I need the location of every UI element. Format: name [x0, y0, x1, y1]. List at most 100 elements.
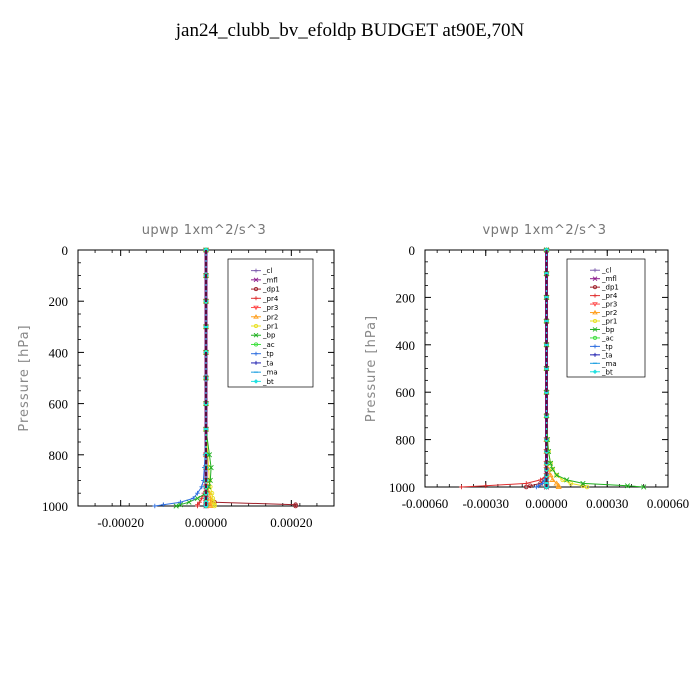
- y-tick-label: 400: [396, 338, 416, 353]
- legend-marker: [253, 287, 259, 292]
- legend-label: _dp1: [262, 286, 280, 294]
- x-tick-label: 0.00000: [185, 515, 227, 530]
- series-point-pr2: [207, 501, 214, 507]
- panel-title: vpwp 1xm^2/s^3: [482, 223, 606, 238]
- series-point-bp: [207, 477, 213, 484]
- legend-marker: [592, 327, 598, 332]
- panel-title: upwp 1xm^2/s^3: [142, 223, 267, 238]
- series-point-bp: [206, 452, 213, 458]
- legend-label: _pr4: [601, 292, 618, 300]
- series-point-pr1: [550, 466, 555, 472]
- y-axis-label: Pressure [hPa]: [17, 324, 32, 431]
- series-point-pr2: [547, 472, 554, 478]
- vpwp-panel: vpwp 1xm^2/s^3 Pressure [hPa] 0 200 400 600 80…: [364, 223, 689, 511]
- legend-marker: [253, 332, 259, 338]
- series-point-dp1: [528, 483, 533, 489]
- series-point-pr2: [207, 503, 214, 509]
- series-point-bp: [624, 483, 631, 489]
- series-point-pr1: [209, 490, 215, 496]
- legend-label: _ta: [262, 359, 274, 367]
- series-point-bp: [554, 472, 560, 478]
- legend-label: _ac: [262, 341, 275, 349]
- legend-marker: [592, 318, 598, 324]
- series-point-bp: [564, 477, 570, 483]
- legend-label: _ma: [601, 360, 617, 368]
- legend-label: _pr1: [601, 318, 617, 326]
- y-tick-label: 200: [49, 294, 69, 309]
- upwp-panel: upwp 1xm^2/s^3 Pressure [hPa] 0 200 400 600 80…: [17, 223, 335, 530]
- legend-label: _pr1: [262, 323, 278, 331]
- legend-marker: [254, 360, 258, 365]
- series-point-tp: [152, 503, 158, 509]
- series-point-pr4: [523, 481, 529, 486]
- legend-label: _cl: [262, 267, 272, 275]
- legend-label: _cl: [601, 267, 611, 275]
- y-tick-label: 400: [49, 345, 69, 360]
- legend-marker: [254, 268, 258, 273]
- series-point-pr2: [555, 482, 562, 488]
- legend-label: _ma: [262, 369, 278, 377]
- y-tick-label: 200: [396, 290, 416, 305]
- legend-label: _mfl: [262, 276, 278, 284]
- figure-title: jan24_clubb_bv_efoldp BUDGET at90E,70N: [175, 20, 525, 41]
- series-point-bp: [208, 464, 214, 471]
- series-point-pr1: [554, 472, 559, 478]
- x-tick-label: 0.00030: [586, 496, 628, 511]
- legend-label: _pr2: [601, 309, 617, 317]
- series-point-bp: [173, 503, 179, 509]
- legend-marker: [254, 296, 258, 301]
- legend-marker: [253, 323, 259, 329]
- legend-marker: [253, 379, 259, 384]
- y-axis-label: Pressure [hPa]: [364, 315, 379, 422]
- series-point-pr1: [568, 481, 574, 486]
- series-point-dp1: [293, 503, 298, 509]
- series-point-pr1: [584, 484, 590, 490]
- legend-marker: [592, 302, 598, 307]
- legend-label: _mfl: [601, 275, 617, 283]
- series-point-bp: [549, 466, 556, 472]
- legend-marker: [592, 309, 598, 315]
- series-point-bp: [641, 484, 647, 490]
- series-point-bp: [177, 502, 184, 508]
- series-point-tp: [161, 502, 166, 508]
- y-tick-label: 1000: [42, 499, 68, 514]
- legend-box: [566, 258, 646, 378]
- series-line-dp1: [526, 250, 547, 488]
- series-point-tp: [199, 484, 205, 490]
- series-line-tp: [154, 250, 207, 507]
- legend-label: _tp: [262, 350, 274, 358]
- x-tick-label: 0.00020: [270, 515, 312, 530]
- series-line-pr4: [461, 250, 547, 488]
- series-point-pr4: [483, 483, 489, 489]
- x-tick-label: -0.00020: [97, 515, 144, 530]
- series-point-pr2: [555, 484, 562, 490]
- legend-label: _ta: [601, 351, 613, 359]
- legend-marker: [253, 305, 259, 311]
- y-tick-label: 600: [49, 397, 69, 412]
- series-point-bp: [547, 460, 554, 466]
- legend-marker: [254, 351, 258, 356]
- series-point-pr2: [553, 480, 560, 486]
- legend-marker: [253, 314, 259, 319]
- series-point-pr4: [195, 503, 200, 509]
- legend-label: _bt: [601, 368, 613, 376]
- legend-marker: [593, 268, 597, 273]
- series-point-bp: [186, 499, 192, 505]
- x-tick-label: 0.00000: [525, 496, 567, 511]
- legend-label: _tp: [601, 343, 613, 351]
- legend-marker: [592, 276, 598, 282]
- series-point-pr4: [538, 477, 543, 483]
- legend-label: _bt: [262, 378, 274, 386]
- legend-marker: [592, 369, 598, 375]
- series-point-bp: [194, 495, 201, 501]
- legend-label: _ac: [601, 334, 614, 342]
- y-tick-label: 1000: [389, 480, 415, 495]
- legend-marker: [592, 285, 598, 290]
- x-tick-label: -0.00060: [402, 496, 449, 511]
- series-point-bp: [580, 480, 586, 487]
- y-tick-label: 600: [396, 385, 416, 400]
- legend-label: _pr3: [262, 304, 278, 312]
- y-tick-label: 800: [396, 433, 416, 448]
- y-tick-label: 0: [62, 243, 69, 258]
